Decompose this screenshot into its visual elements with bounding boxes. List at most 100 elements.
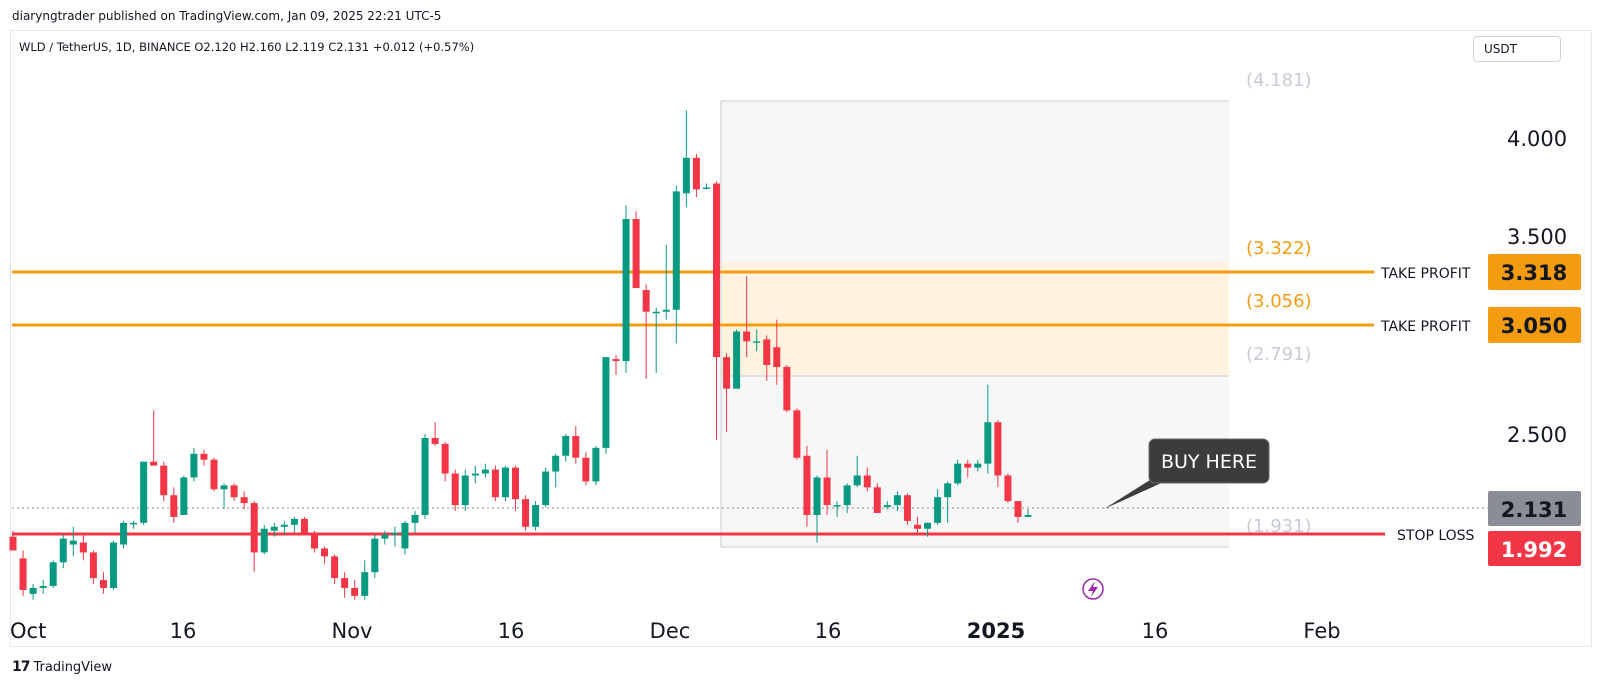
tradingview-mark-icon: 17 — [12, 659, 31, 675]
candle-body — [210, 459, 218, 490]
candle-body — [984, 422, 992, 464]
candle-body — [1024, 514, 1032, 517]
candle-body — [381, 534, 389, 539]
take-profit-price-2: 3.050 — [1501, 314, 1567, 338]
candle-body — [532, 505, 540, 527]
candle-body — [843, 485, 851, 506]
price-tick-4000: 4.000 — [1507, 127, 1567, 151]
candle-body — [682, 157, 690, 194]
candle-body — [371, 538, 379, 573]
candle-body — [743, 331, 751, 342]
candle-body — [110, 542, 117, 588]
candle-body — [79, 542, 87, 553]
candle-body — [451, 473, 459, 506]
candle-body — [833, 505, 841, 507]
candle-body — [662, 309, 670, 312]
time-tick-2025: 2025 — [967, 619, 1025, 643]
candle-body — [391, 532, 399, 535]
candle-body — [642, 290, 650, 312]
candle-body — [491, 469, 499, 498]
time-tick-dec: Dec — [650, 619, 691, 643]
fib-label-3056: (3.056) — [1246, 291, 1312, 312]
fib-label-3322: (3.322) — [1246, 238, 1312, 259]
candle-body — [300, 518, 308, 533]
candle-body — [612, 359, 620, 362]
stop-loss-price: 1.992 — [1501, 538, 1567, 562]
candle-body — [582, 457, 590, 482]
candle-body — [130, 522, 138, 525]
lightning-icon[interactable] — [1082, 578, 1104, 600]
candle-body — [190, 453, 198, 478]
candle-body — [873, 487, 881, 513]
time-tick-16-jan: 16 — [1142, 619, 1169, 643]
candle-body — [713, 183, 720, 358]
time-tick-16-dec: 16 — [815, 619, 842, 643]
candle-body — [773, 347, 781, 367]
buy-here-callout[interactable] — [1148, 438, 1270, 484]
candle-body — [723, 357, 731, 389]
candle-body — [220, 485, 228, 490]
stop-loss-label: STOP LOSS — [1397, 528, 1475, 544]
candle-body — [240, 497, 248, 504]
buy-here-callout-pointer — [1104, 480, 1168, 509]
candle-body — [39, 585, 47, 588]
currency-button[interactable]: USDT — [1473, 36, 1561, 62]
take-profit-price-badge-2 — [1488, 307, 1581, 343]
candle-body — [351, 587, 359, 596]
take-profit-label-1: TAKE PROFIT — [1380, 266, 1471, 282]
publish-info: diaryngtrader published on TradingView.c… — [12, 9, 442, 23]
price-tick-2500: 2.500 — [1507, 423, 1567, 447]
candle-body — [140, 461, 148, 523]
candle-body — [512, 467, 519, 500]
last-price-value: 2.131 — [1501, 498, 1567, 522]
last-price-badge — [1488, 491, 1581, 526]
candle-body — [461, 475, 469, 506]
candle-body — [321, 548, 329, 557]
buy-here-text: BUY HERE — [1161, 451, 1257, 473]
candle-body — [180, 477, 188, 515]
symbol-ohlc-info: WLD / TetherUS, 1D, BINANCE O2.120 H2.16… — [19, 40, 475, 54]
candle-body — [421, 438, 429, 515]
tradingview-logo[interactable]: 17 TradingView — [12, 659, 112, 675]
candle-body — [69, 540, 77, 545]
time-tick-oct: Oct — [10, 619, 46, 643]
candle-body — [230, 485, 238, 498]
candle-body — [924, 522, 932, 529]
take-profit-price-badge-1 — [1488, 254, 1581, 290]
candle-body — [763, 339, 771, 366]
candle-body — [562, 436, 570, 456]
candle-body — [280, 524, 288, 527]
candle-body — [501, 467, 509, 498]
candle-body — [170, 495, 178, 517]
candle-body — [793, 410, 801, 458]
candle-body — [99, 580, 107, 588]
candle-body — [783, 366, 791, 411]
candle-body — [883, 505, 891, 508]
candle-body — [19, 558, 27, 590]
candle-body — [994, 422, 1002, 476]
candle-body — [260, 528, 268, 553]
candle-body — [59, 538, 67, 563]
candle-body — [914, 524, 921, 529]
candle-body — [863, 475, 871, 488]
fib-label-2791: (2.791) — [1246, 344, 1312, 365]
candle-body — [954, 463, 962, 484]
candle-body — [270, 526, 278, 531]
candle-body — [964, 463, 972, 468]
candle-body — [1004, 475, 1012, 502]
candle-body — [29, 587, 37, 594]
candle-body — [441, 443, 449, 474]
candle-body — [160, 465, 168, 496]
candle-body — [9, 536, 17, 551]
candle-body — [813, 477, 821, 515]
candle-body — [692, 157, 700, 190]
candle-body — [522, 499, 530, 527]
candle-body — [592, 447, 600, 482]
candles — [9, 110, 1032, 600]
candle-body — [1014, 501, 1022, 517]
candle-body — [49, 562, 57, 586]
stop-loss-price-badge — [1488, 531, 1581, 566]
candle-body — [311, 532, 318, 549]
candle-body — [89, 552, 97, 579]
